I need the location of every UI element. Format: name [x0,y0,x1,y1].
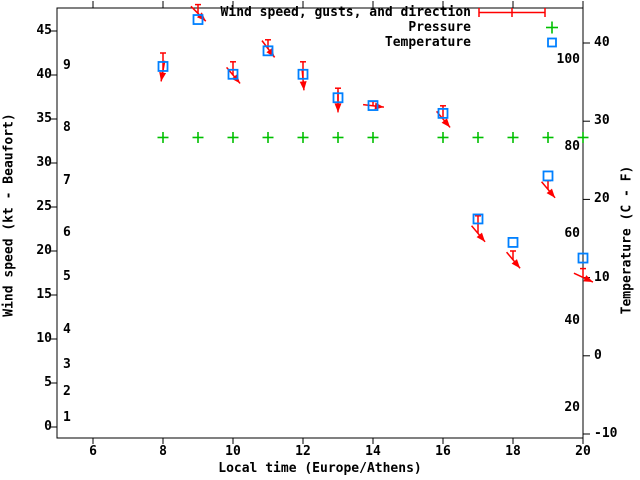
wind-point-13 [334,87,342,113]
beaufort-label-7: 7 [63,172,71,188]
beaufort-label-5: 5 [63,269,71,285]
celsius-tick-label-0: 0 [594,347,602,363]
temperature-square-icon [547,37,557,48]
temperature-point-16 [437,107,449,119]
celsius-tick-label-30: 30 [594,113,610,129]
x-tick-label-14: 14 [365,444,381,459]
pressure-point-14 [367,131,379,143]
fahrenheit-label-40: 40 [564,313,580,329]
kt-tick-label-10: 10 [36,331,52,346]
pressure-point-8 [157,131,169,143]
pressure-plus-icon [546,21,558,34]
x-tick-label-6: 6 [89,444,97,459]
x-axis-title: Local time (Europe/Athens) [218,461,422,476]
celsius-tick-label-20: 20 [594,191,610,207]
temperature-point-12 [297,68,309,80]
kt-tick-label-5: 5 [44,375,52,390]
wind-point-17 [470,215,486,243]
kt-tick-label-20: 20 [36,243,52,258]
pressure-point-19 [542,131,554,143]
x-tick-label-20: 20 [575,444,591,459]
kt-tick-label-40: 40 [36,67,52,82]
temperature-point-20 [577,252,589,264]
pressure-point-18 [507,131,519,143]
temperature-point-18 [507,237,519,248]
kt-tick-label-0: 0 [44,419,52,434]
legend-item-temperature: Temperature [221,35,581,50]
beaufort-label-3: 3 [63,357,71,373]
kt-tick-label-25: 25 [36,199,52,214]
celsius-tick-label--10: -10 [594,426,618,441]
pressure-point-11 [262,131,274,143]
celsius-tick-label-40: 40 [594,35,610,50]
fahrenheit-label-60: 60 [564,226,580,242]
wind-point-18 [505,250,521,269]
temperature-point-17 [472,213,484,225]
temperature-point-13 [332,92,344,104]
temperature-point-9 [192,14,204,25]
wind-point-8 [159,52,167,82]
temperature-point-8 [157,61,169,72]
beaufort-label-9: 9 [63,58,71,74]
fahrenheit-label-20: 20 [564,399,580,415]
beaufort-label-2: 2 [63,383,71,399]
temperature-point-10 [227,68,239,80]
legend-label-pressure: Pressure [408,20,471,35]
x-tick-label-8: 8 [159,444,167,459]
legend-label-wind: Wind speed, gusts, and direction [220,5,471,20]
pressure-point-12 [297,131,309,143]
temperature-point-11 [262,45,274,57]
legend-item-pressure: Pressure [221,20,581,35]
beaufort-label-1: 1 [63,410,71,426]
fahrenheit-label-80: 80 [564,139,580,155]
fahrenheit-label-100: 100 [556,52,580,68]
x-tick-label-10: 10 [225,444,241,459]
beaufort-label-8: 8 [63,119,71,135]
legend: Wind speed, gusts, and direction Pressur… [221,5,581,50]
kt-tick-label-15: 15 [36,287,52,302]
x-tick-label-12: 12 [295,444,311,459]
wind-point-14 [362,100,385,110]
pressure-point-9 [192,131,204,143]
x-tick-label-16: 16 [435,444,451,459]
beaufort-label-4: 4 [63,322,71,338]
left-axis-title: Wind speed (kt - Beaufort) [1,113,17,317]
wind-errorbar-icon [478,8,546,17]
x-tick-label-18: 18 [505,444,521,459]
pressure-point-20 [577,131,589,143]
legend-item-wind: Wind speed, gusts, and direction [221,5,581,20]
pressure-point-16 [437,131,449,143]
temperature-point-19 [542,170,554,182]
celsius-tick-label-10: 10 [594,269,610,285]
beaufort-label-6: 6 [63,225,71,241]
right-axis-title: Temperature (C - F) [619,165,635,315]
pressure-point-13 [332,131,344,143]
wind-point-20 [573,267,594,283]
pressure-point-17 [472,131,484,143]
wind-point-12 [299,61,307,91]
pressure-point-10 [227,131,239,143]
kt-tick-label-45: 45 [36,23,52,38]
legend-label-temperature: Temperature [384,35,471,50]
kt-tick-label-35: 35 [36,111,52,126]
kt-tick-label-30: 30 [36,155,52,170]
wind-point-19 [540,179,556,199]
temperature-point-14 [367,100,379,111]
